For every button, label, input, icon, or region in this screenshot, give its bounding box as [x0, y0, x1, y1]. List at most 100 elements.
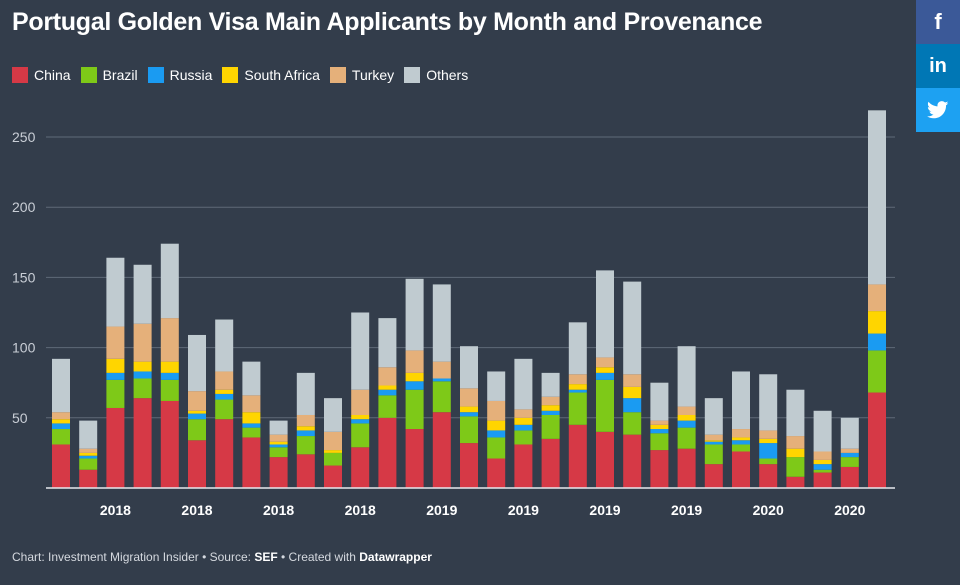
bar-segment-russia [106, 372, 125, 380]
bar-segment-turkey [596, 357, 614, 368]
legend-label: Brazil [102, 67, 138, 83]
bar-segment-brazil [813, 469, 832, 473]
bar-segment-others [813, 410, 832, 452]
bar-segment-turkey [840, 448, 859, 453]
bar-segment-south-africa [242, 412, 261, 424]
bar-segment-china [188, 440, 206, 488]
bar-segment-china [215, 419, 234, 488]
x-tick-label: 2019 [426, 502, 457, 518]
bar-segment-russia [677, 420, 696, 428]
footer-tool: Datawrapper [359, 550, 432, 564]
x-tick-label: 2020 [753, 502, 784, 518]
bar-segment-china [133, 398, 152, 488]
bar-segment-turkey [868, 284, 886, 312]
bar-segment-china [242, 437, 261, 488]
bar-segment-south-africa [160, 361, 179, 373]
bar-segment-others [296, 372, 315, 415]
bar-segment-russia [351, 419, 370, 424]
bar-segment-russia [296, 430, 315, 437]
bar-segment-turkey [759, 430, 778, 439]
bar-segment-others [160, 243, 179, 319]
bar-segment-russia [215, 393, 234, 400]
y-tick-label: 50 [12, 410, 28, 426]
bar-segment-others [704, 398, 723, 435]
bar-segment-brazil [704, 444, 723, 465]
bar-segment-turkey [460, 388, 478, 407]
legend-item-russia: Russia [147, 67, 213, 83]
bar-segment-others [623, 281, 642, 375]
facebook-share-button[interactable]: f [916, 0, 960, 44]
bar-segment-china [541, 438, 560, 488]
legend-label: South Africa [244, 67, 320, 83]
bar-segment-china [269, 457, 288, 488]
bar-segment-china [378, 417, 397, 488]
bar-segment-china [79, 469, 98, 488]
bar-segment-turkey [786, 436, 805, 449]
bar-segment-brazil [160, 379, 179, 401]
legend: China Brazil Russia South Africa Turkey Other… [12, 67, 478, 83]
bar-segment-south-africa [378, 385, 397, 390]
bar-segment-china [568, 424, 587, 488]
bar-segment-russia [732, 440, 750, 445]
bar-segment-brazil [487, 437, 506, 459]
bar-segment-turkey [541, 396, 560, 406]
bar-segment-brazil [650, 433, 669, 451]
chart-footer: Chart: Investment Migration Insider • So… [12, 550, 432, 564]
bar-segment-others [324, 398, 342, 432]
bar-segment-turkey [378, 367, 397, 386]
bar-segment-china [840, 466, 859, 488]
bar-segment-turkey [623, 374, 642, 387]
bar-segment-turkey [813, 451, 832, 460]
bar-segment-brazil [269, 447, 288, 458]
bar-segment-others [514, 358, 533, 410]
bar-segment-south-africa [541, 405, 560, 411]
bar-segment-south-africa [351, 414, 370, 420]
bar-segment-russia [79, 455, 98, 459]
x-tick-label: 2018 [263, 502, 294, 518]
bar-segment-south-africa [704, 440, 723, 442]
bar-segment-south-africa [106, 358, 125, 373]
bar-segment-russia [487, 430, 506, 438]
x-tick-label: 2019 [671, 502, 702, 518]
bar-segment-south-africa [759, 438, 778, 444]
bar-segment-turkey [106, 326, 125, 359]
bar-segment-brazil [541, 414, 560, 439]
legend-item-brazil: Brazil [80, 67, 138, 83]
bar-segment-china [868, 392, 886, 488]
bar-segment-russia [460, 412, 478, 417]
bar-segment-china [106, 407, 125, 488]
bar-segment-others [650, 382, 669, 421]
bar-segment-brazil [215, 399, 234, 420]
bar-segment-china [623, 434, 642, 488]
bar-segment-brazil [324, 452, 342, 466]
bar-segment-china [487, 458, 506, 488]
legend-label: Russia [169, 67, 213, 83]
bar-segment-china [514, 444, 533, 488]
twitter-share-button[interactable] [916, 88, 960, 132]
bar-segment-others [732, 371, 750, 430]
bar-segment-others [52, 358, 70, 413]
linkedin-share-button[interactable]: in [916, 44, 960, 88]
bar-segment-china [432, 412, 451, 488]
bar-segment-south-africa [868, 311, 886, 334]
bar-segment-south-africa [650, 424, 669, 430]
bar-segment-brazil [460, 416, 478, 444]
x-tick-label: 2018 [181, 502, 212, 518]
bar-segment-south-africa [623, 386, 642, 399]
bar-segment-china [324, 465, 342, 488]
bar-segment-others [568, 322, 587, 375]
bar-segment-others [269, 420, 288, 435]
x-tick-label: 2019 [589, 502, 620, 518]
bar-segment-brazil [786, 457, 805, 477]
bar-segment-turkey [269, 434, 288, 442]
legend-item-others: Others [404, 67, 468, 83]
bar-segment-brazil [677, 427, 696, 449]
bar-segment-others [351, 312, 370, 390]
bar-segment-turkey [432, 361, 451, 379]
facebook-icon: f [934, 9, 942, 34]
bar-segment-others [759, 374, 778, 431]
bar-segment-south-africa [324, 450, 342, 453]
footer-middle: • Created with [277, 550, 360, 564]
twitter-icon [927, 101, 949, 119]
bar-segment-brazil [296, 436, 315, 455]
